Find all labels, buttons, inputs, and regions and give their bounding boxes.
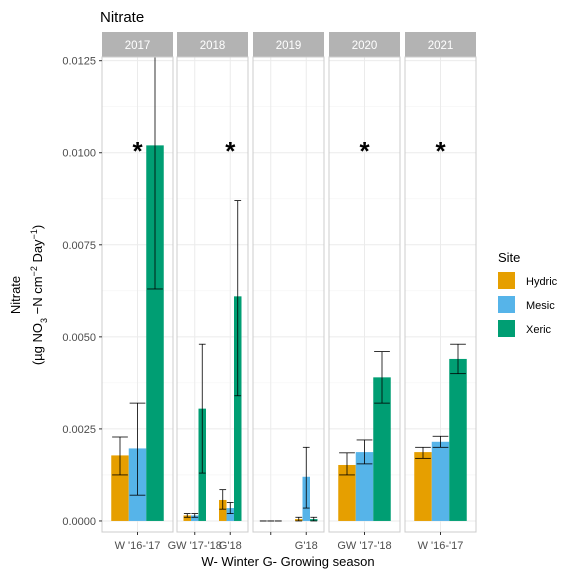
facet-strip	[329, 32, 400, 57]
bar-xeric	[373, 377, 391, 521]
x-tick-label: W '16-'17	[418, 540, 464, 552]
facet-strip-label: 2020	[352, 40, 378, 52]
y-axis-title-part: Day	[30, 239, 45, 266]
significance-marker: *	[225, 136, 236, 166]
facet-strip-label: 2017	[125, 40, 151, 52]
x-tick-label: G'18	[219, 540, 242, 552]
y-axis-title-part: 3	[39, 318, 49, 323]
legend-swatch-hydric	[498, 272, 515, 289]
facet-panel-2020: 2020 * GW '17-'18	[328, 32, 401, 552]
legend-label-xeric: Xeric	[526, 324, 552, 336]
facet-panel-2018: 2018 * GW '17-'18G'18	[168, 32, 249, 552]
x-tick-label: G'18	[295, 540, 318, 552]
y-axis-title-part: −1	[29, 229, 39, 239]
y-tick-label: 0.0050	[62, 332, 96, 344]
bar-mesic	[191, 515, 199, 521]
legend-label-mesic: Mesic	[526, 300, 555, 312]
bar-hydric	[414, 452, 432, 521]
y-axis-title-line1: Nitrate	[8, 276, 23, 314]
bar-hydric	[183, 515, 191, 521]
facet-strip	[405, 32, 476, 57]
panel-border	[252, 56, 325, 533]
facet-strip-label: 2021	[428, 40, 454, 52]
x-tick-label: W '16-'17	[115, 540, 161, 552]
panel-background	[253, 57, 324, 532]
legend-label-hydric: Hydric	[526, 276, 558, 288]
legend-title: Site	[498, 250, 520, 265]
y-axis-title: Nitrate (µg NO3 −N cm−2 Day−1)	[8, 225, 49, 365]
bar-xeric	[146, 145, 164, 521]
y-axis-title-part: −2	[29, 266, 39, 276]
bar-xeric	[449, 358, 467, 521]
facet-strip-label: 2018	[200, 40, 226, 52]
facet-panel-2021: 2021 * W '16-'17	[404, 32, 477, 552]
legend-swatch-xeric	[498, 320, 515, 337]
facet-panel-2019: 2019 G'18	[252, 32, 325, 552]
y-axis-title-part: )	[30, 225, 45, 229]
bar-hydric	[338, 464, 356, 521]
bar-xeric	[234, 296, 242, 521]
bar-mesic	[355, 452, 374, 521]
y-tick-label: 0.0025	[62, 424, 96, 436]
legend: Site Hydric Mesic Xeric	[498, 250, 558, 337]
x-tick-label: GW '17-'18	[168, 540, 222, 552]
facet-strip	[177, 32, 248, 57]
bar-mesic	[431, 441, 450, 521]
facet-strip	[253, 32, 324, 57]
legend-swatch-mesic	[498, 296, 515, 313]
y-axis-title-part: −N cm	[30, 276, 45, 318]
x-axis-title: W- Winter G- Growing season	[201, 554, 374, 569]
bar-hydric	[111, 455, 129, 521]
facet-panel-2017: 2017 * W '16-'17	[101, 32, 174, 552]
y-tick-label: 0.0075	[62, 240, 96, 252]
bar-mesic	[226, 508, 234, 521]
panel-border	[176, 56, 249, 533]
facet-strip-label: 2019	[276, 40, 302, 52]
significance-marker: *	[359, 136, 370, 166]
chart-title: Nitrate	[100, 9, 144, 26]
y-tick-label: 0.0100	[62, 148, 96, 160]
y-axis: 0.0000 0.0025 0.0050 0.0075 0.0100 0.0125	[62, 56, 102, 528]
bar-hydric	[219, 499, 227, 521]
significance-marker: *	[132, 136, 143, 166]
y-tick-label: 0.0125	[62, 56, 96, 68]
y-axis-title-line2: (µg NO3 −N cm−2 Day−1)	[29, 225, 49, 365]
significance-marker: *	[435, 136, 446, 166]
x-tick-label: GW '17-'18	[337, 540, 391, 552]
y-tick-label: 0.0000	[62, 516, 96, 528]
facet-strip	[102, 32, 173, 57]
y-axis-title-part: (µg NO	[30, 323, 45, 365]
